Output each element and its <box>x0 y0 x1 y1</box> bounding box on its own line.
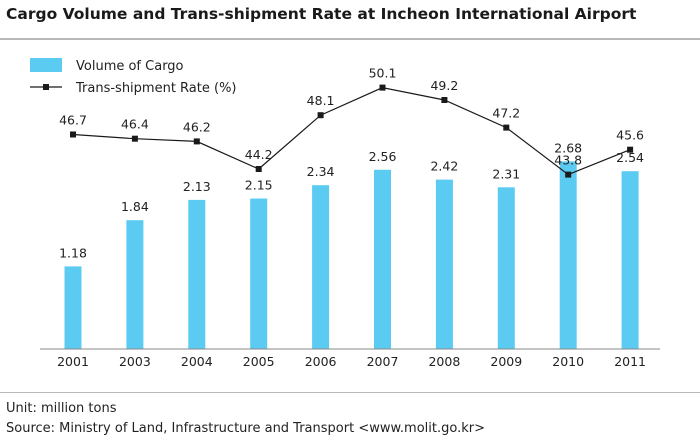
legend: Volume of Cargo Trans-shipment Rate (%) <box>30 58 237 96</box>
bar-series <box>64 161 639 349</box>
bar-value-label-2007: 2.56 <box>369 149 397 164</box>
rate-marker-2006 <box>317 112 324 119</box>
legend-swatch-volume <box>30 58 62 72</box>
rate-value-label-2004: 46.2 <box>183 119 211 134</box>
bar-2007 <box>374 169 391 349</box>
bar-value-label-2004: 2.13 <box>183 179 211 194</box>
x-tick-label-2005: 2005 <box>243 354 275 369</box>
rate-marker-2003 <box>131 135 138 142</box>
rate-line <box>72 86 631 176</box>
bar-2003 <box>126 220 144 349</box>
bar-2001 <box>64 266 82 349</box>
x-tick-label-2011: 2011 <box>614 354 646 369</box>
rate-marker-2008 <box>441 97 448 103</box>
x-tick-label-2010: 2010 <box>552 354 584 369</box>
x-axis-ticks: 2001 2003 2004 2005 2006 2007 2008 2009 2010 2011 <box>57 354 646 369</box>
bar-2009 <box>497 187 515 349</box>
bar-value-label-2008: 2.42 <box>430 159 458 174</box>
rate-value-label-2011: 45.6 <box>616 128 644 143</box>
legend-label-rate: Trans-shipment Rate (%) <box>75 81 237 96</box>
rate-marker-2009 <box>503 124 510 131</box>
chart-title: Cargo Volume and Trans-shipment Rate at … <box>6 5 637 23</box>
rate-marker-2001 <box>70 131 76 138</box>
rate-value-label-2003: 46.4 <box>121 117 149 132</box>
x-tick-label-2008: 2008 <box>428 354 460 369</box>
rate-value-label-2009: 47.2 <box>492 106 520 121</box>
x-tick-label-2009: 2009 <box>490 354 522 369</box>
bar-2004 <box>188 199 206 349</box>
x-tick-label-2006: 2006 <box>305 354 337 369</box>
bar-2006 <box>312 185 330 349</box>
rate-marker-2007 <box>379 84 386 91</box>
bar-value-labels: 1.18 1.84 2.13 2.15 2.34 2.56 2.42 2.31 2.68 2.54 <box>59 140 644 260</box>
x-tick-label-2004: 2004 <box>181 354 213 369</box>
rate-marker-2010 <box>565 171 572 178</box>
bar-value-label-2006: 2.34 <box>307 164 335 179</box>
line-value-labels: 46.7 46.4 46.2 44.2 48.1 50.1 49.2 47.2 43.8 45.6 <box>59 66 644 168</box>
footer-divider <box>0 392 700 393</box>
chart-svg: Volume of Cargo Trans-shipment Rate (%) … <box>30 58 660 369</box>
footer: Unit: million tons Source: Ministry of L… <box>6 399 485 439</box>
bar-value-label-2005: 2.15 <box>245 178 273 193</box>
bar-value-label-2009: 2.31 <box>492 166 520 181</box>
rate-marker-2004 <box>193 138 200 145</box>
legend-marker-rate <box>43 84 49 90</box>
rate-marker-2005 <box>255 166 262 172</box>
rate-value-label-2008: 49.2 <box>430 78 458 93</box>
bar-2011 <box>621 171 639 349</box>
bar-2010 <box>559 161 577 349</box>
source-note: Source: Ministry of Land, Infrastructure… <box>6 421 485 436</box>
rate-marker-2011 <box>627 146 634 153</box>
line-series <box>70 84 634 178</box>
x-tick-label-2003: 2003 <box>119 354 151 369</box>
bar-value-label-2003: 1.84 <box>121 199 149 214</box>
bar-2008 <box>435 179 453 349</box>
rate-value-label-2005: 44.2 <box>245 147 273 162</box>
legend-label-volume: Volume of Cargo <box>76 59 184 74</box>
title-divider <box>0 38 700 40</box>
rate-value-label-2007: 50.1 <box>369 66 397 81</box>
x-tick-label-2007: 2007 <box>367 354 399 369</box>
unit-note: Unit: million tons <box>6 401 117 416</box>
rate-value-label-2010: 43.8 <box>554 153 582 168</box>
bar-value-label-2011: 2.54 <box>616 150 644 165</box>
bar-value-label-2010: 2.68 <box>554 140 582 155</box>
rate-value-label-2001: 46.7 <box>59 113 87 128</box>
x-tick-label-2001: 2001 <box>57 354 89 369</box>
bar-value-label-2001: 1.18 <box>59 245 87 260</box>
rate-value-label-2006: 48.1 <box>307 93 335 108</box>
bar-2005 <box>250 198 268 349</box>
